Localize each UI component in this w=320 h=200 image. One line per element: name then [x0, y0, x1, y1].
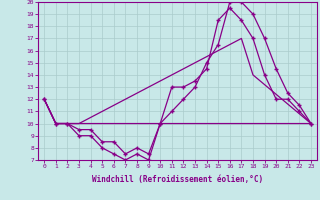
X-axis label: Windchill (Refroidissement éolien,°C): Windchill (Refroidissement éolien,°C) — [92, 175, 263, 184]
